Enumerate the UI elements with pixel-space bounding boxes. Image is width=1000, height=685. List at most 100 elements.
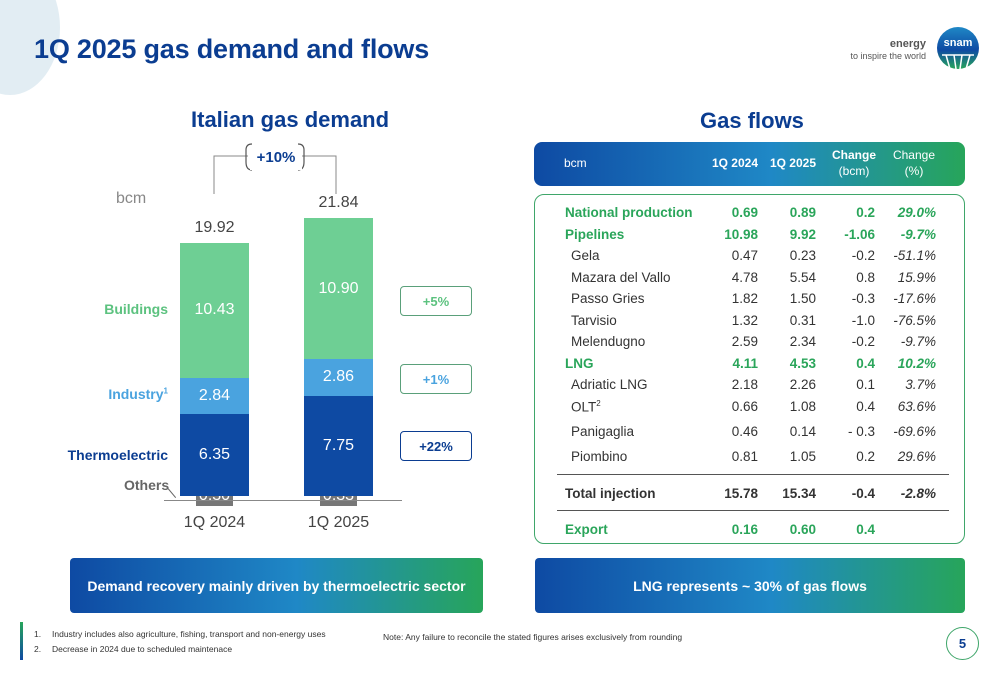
flow-name: Gela: [571, 248, 600, 263]
flow-name: Export: [565, 522, 608, 537]
header-change-bcm: Change (bcm): [831, 148, 876, 178]
growth-buildings-badge: +5%: [400, 286, 472, 316]
flow-row: Adriatic LNG 2.18 2.26 0.1 3.7%: [535, 377, 966, 397]
flow-1q2024: 2.59: [731, 334, 758, 349]
flow-name: National production: [565, 205, 693, 220]
flow-row: Piombino 0.81 1.05 0.2 29.6%: [535, 449, 966, 469]
footnote-1: Industry includes also agriculture, fish…: [52, 629, 326, 639]
flow-change-pct: 29.0%: [897, 205, 936, 220]
page-title: 1Q 2025 gas demand and flows: [34, 34, 430, 64]
flow-change-bcm: -0.2: [851, 334, 875, 349]
bar-segment-thermoelectric-2: 7.75: [304, 395, 373, 496]
flow-change-pct: 15.9%: [897, 270, 936, 285]
flow-change-bcm: -1.0: [851, 313, 875, 328]
bar-segment-buildings-1: 10.43: [180, 243, 249, 378]
flow-1q2025: 2.26: [789, 377, 816, 392]
flow-1q2024: 1.82: [731, 291, 758, 306]
flows-title: Gas flows: [700, 108, 804, 133]
flow-change-pct: -9.7%: [900, 227, 936, 242]
flow-name: Total injection: [565, 486, 656, 501]
bar-segment-buildings-2: 10.90: [304, 218, 373, 359]
flow-change-pct: 63.6%: [897, 399, 936, 414]
header-1q2024: 1Q 2024: [711, 156, 759, 170]
bar-total-label-2: 21.84: [318, 194, 359, 212]
flow-change-bcm: -0.2: [851, 248, 875, 263]
flow-change-pct: 10.2%: [897, 356, 936, 371]
unit-label: bcm: [116, 190, 147, 207]
demand-title: Italian gas demand: [191, 107, 390, 132]
flow-change-bcm: 0.2: [856, 205, 875, 220]
flows-table: National production 0.69 0.89 0.2 29.0% Pipel…: [534, 194, 965, 544]
header-change-pct: Change (%): [892, 148, 936, 178]
flow-1q2024: 4.11: [732, 356, 758, 371]
flow-1q2025: 0.14: [789, 424, 816, 439]
bar-segment-industry-1: 2.84: [180, 377, 249, 415]
flow-1q2024: 1.32: [731, 313, 758, 328]
brand-tagline: to inspire the world: [850, 51, 926, 62]
flow-name: Tarvisio: [571, 313, 617, 328]
bar-total-label-1: 19.92: [194, 219, 235, 237]
total-growth-label: +10%: [250, 146, 302, 170]
flow-row: Panigaglia 0.46 0.14 - 0.3 -69.6%: [535, 424, 966, 444]
chart-baseline: [164, 500, 402, 501]
flow-1q2025: 9.92: [789, 227, 816, 242]
flow-name: Mazara del Vallo: [571, 270, 671, 285]
flow-row: Mazara del Vallo 4.78 5.54 0.8 15.9%: [535, 270, 966, 290]
footer-accent-bar: [20, 622, 23, 660]
flow-name: Adriatic LNG: [571, 377, 648, 392]
flow-name-footnote-ref: 2: [596, 399, 601, 408]
flow-row: Gela 0.47 0.23 -0.2 -51.1%: [535, 248, 966, 268]
flow-1q2025: 2.34: [789, 334, 816, 349]
demand-takeaway-banner: Demand recovery mainly driven by thermoe…: [70, 558, 483, 613]
flow-name: Melendugno: [571, 334, 646, 349]
flow-change-bcm: 0.4: [856, 522, 875, 537]
brand-word: energy: [889, 37, 926, 50]
category-thermoelectric-label: Thermoelectric: [67, 447, 168, 463]
table-divider: [557, 510, 949, 511]
flow-change-pct: 3.7%: [905, 377, 936, 392]
flow-change-bcm: -0.3: [851, 291, 875, 306]
growth-thermoelectric-badge: +22%: [400, 431, 472, 461]
bar-segment-industry-2: 2.86: [304, 358, 373, 396]
flow-change-pct: -76.5%: [893, 313, 936, 328]
flow-1q2024: 0.47: [731, 248, 758, 263]
flow-change-pct: -69.6%: [893, 424, 936, 439]
bar-segment-thermoelectric-1: 6.35: [180, 414, 249, 497]
flow-change-pct: -9.7%: [900, 334, 936, 349]
flow-1q2025: 0.31: [789, 313, 816, 328]
flow-1q2024: 4.78: [731, 270, 758, 285]
x-axis-label-2: 1Q 2025: [307, 514, 370, 531]
x-axis-label-1: 1Q 2024: [183, 514, 246, 531]
footnote-1-number: 1.: [34, 629, 42, 639]
flow-change-bcm: 0.4: [856, 399, 875, 414]
flow-row: Pipelines 10.98 9.92 -1.06 -9.7%: [535, 227, 966, 247]
flow-change-pct: -51.1%: [893, 248, 936, 263]
header-1q2025: 1Q 2025: [769, 156, 817, 170]
footnote-2: Decrease in 2024 due to scheduled mainte…: [52, 644, 233, 654]
flow-1q2024: 15.78: [724, 486, 758, 501]
flow-1q2025: 0.89: [789, 205, 816, 220]
header-unit: bcm: [564, 156, 587, 170]
flow-1q2024: 10.98: [724, 227, 758, 242]
growth-industry-badge: +1%: [400, 364, 472, 394]
snam-logo-icon: snam: [937, 27, 979, 70]
footnote-2-number: 2.: [34, 644, 42, 654]
flows-takeaway-banner: LNG represents ~ 30% of gas flows: [535, 558, 965, 613]
brand-block: energy to inspire the world snam: [850, 25, 980, 75]
page-number: 5: [946, 627, 979, 660]
flow-row: Passo Gries 1.82 1.50 -0.3 -17.6%: [535, 291, 966, 311]
flow-change-bcm: -0.4: [851, 486, 875, 501]
flow-row: Total injection 15.78 15.34 -0.4 -2.8%: [535, 486, 966, 506]
flow-change-pct: -2.8%: [900, 486, 936, 501]
flow-1q2025: 1.08: [789, 399, 816, 414]
flow-change-bcm: 0.8: [856, 270, 875, 285]
flow-row: LNG 4.11 4.53 0.4 10.2%: [535, 356, 966, 376]
category-buildings-label: Buildings: [104, 301, 168, 317]
flow-1q2024: 0.46: [731, 424, 758, 439]
table-divider: [557, 474, 949, 475]
flow-1q2025: 15.34: [782, 486, 816, 501]
flow-change-bcm: -1.06: [844, 227, 875, 242]
flow-name: LNG: [565, 356, 594, 371]
flow-1q2025: 1.05: [789, 449, 816, 464]
